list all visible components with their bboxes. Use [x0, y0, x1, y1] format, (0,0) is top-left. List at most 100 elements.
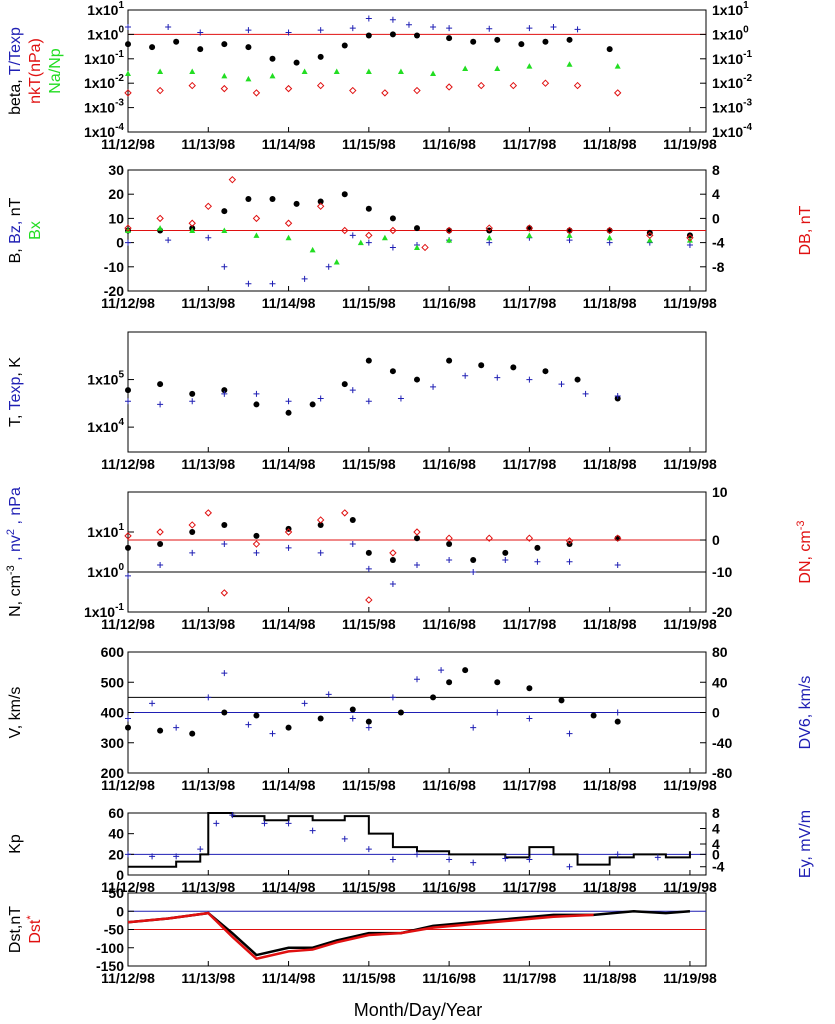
- y-tick-label: 1x104: [87, 417, 124, 435]
- data-point: [221, 541, 228, 548]
- series-blue: [125, 15, 581, 36]
- data-point: [525, 534, 534, 542]
- data-point: [285, 409, 292, 416]
- data-point: [189, 730, 196, 737]
- y2-tick-label: 0: [712, 210, 720, 226]
- data-point: [197, 29, 204, 36]
- x-tick-label: 11/16/98: [422, 879, 476, 895]
- data-point: [357, 239, 364, 246]
- data-point: [125, 544, 131, 551]
- x-tick-label: 11/12/98: [101, 616, 155, 632]
- data-point: [341, 381, 348, 388]
- y-axis-label: V, km/s: [7, 687, 24, 739]
- data-point: [414, 32, 420, 39]
- y2-tick-label: 80: [712, 644, 728, 660]
- data-point: [245, 27, 252, 34]
- data-point: [526, 685, 533, 692]
- data-point: [365, 565, 372, 572]
- data-point: [446, 357, 453, 364]
- y2-tick-label: -40: [712, 735, 732, 751]
- x-axis-label: Month/Day/Year: [354, 1000, 482, 1020]
- data-point: [614, 535, 621, 542]
- data-point: [686, 237, 693, 243]
- data-point: [317, 198, 324, 205]
- data-point: [470, 556, 477, 563]
- data-point: [446, 237, 453, 243]
- data-point: [157, 225, 164, 231]
- data-point: [518, 41, 525, 48]
- data-point: [446, 25, 453, 32]
- x-tick-label: 11/19/98: [663, 295, 717, 311]
- y2-tick-label: 1x10-2: [712, 73, 752, 91]
- x-tick-label: 11/18/98: [583, 879, 637, 895]
- data-point: [365, 205, 372, 212]
- data-point: [253, 401, 260, 408]
- data-point: [349, 516, 356, 523]
- data-point: [341, 835, 348, 842]
- panel-t: 1x105 1x104 11/12/98 11/13/98 11/14/98 11/15/…: [7, 331, 717, 472]
- y-tick-label: 1x100: [87, 562, 124, 580]
- y-tick-label: 60: [108, 805, 124, 821]
- data-point: [221, 709, 228, 716]
- y2-tick-label: 40: [712, 674, 728, 690]
- data-point: [582, 390, 589, 397]
- y-axis-label: N, cm-3 , nv2 , nPa: [5, 487, 24, 617]
- data-point: [173, 38, 180, 45]
- y2-tick-label: 1x10-1: [712, 49, 752, 67]
- series-green: [125, 225, 693, 265]
- data-point: [333, 68, 340, 75]
- y-tick-label: 1x105: [87, 370, 124, 388]
- data-point: [446, 679, 453, 686]
- data-point: [188, 81, 196, 90]
- data-point: [542, 38, 549, 45]
- data-point: [365, 846, 372, 853]
- y2-axis-label: DV6, km/s: [797, 676, 814, 750]
- data-point: [125, 715, 131, 722]
- x-tick-label: 11/14/98: [262, 295, 316, 311]
- data-point: [365, 68, 372, 75]
- data-point: [316, 202, 325, 211]
- data-point: [686, 234, 694, 242]
- data-point: [333, 258, 340, 265]
- data-point: [156, 528, 164, 536]
- data-point: [349, 706, 356, 713]
- y2-tick-label: -80: [712, 765, 732, 781]
- data-point: [365, 398, 372, 405]
- data-point: [445, 534, 453, 542]
- data-point: [574, 376, 581, 383]
- data-point: [389, 16, 396, 23]
- y-tick-label: 200: [101, 765, 125, 781]
- data-point: [389, 226, 397, 235]
- x-tick-label: 11/13/98: [181, 879, 235, 895]
- data-point: [389, 31, 396, 38]
- data-point: [252, 89, 261, 97]
- data-point: [397, 709, 404, 716]
- data-point: [397, 395, 404, 402]
- x-tick-label: 11/17/98: [503, 879, 557, 895]
- data-point: [189, 68, 196, 75]
- x-tick-label: 11/13/98: [181, 777, 235, 793]
- data-point: [478, 362, 485, 369]
- y-tick-label: 20: [108, 186, 124, 202]
- data-point: [204, 509, 212, 517]
- x-tick-label: 11/13/98: [181, 295, 235, 311]
- data-point: [526, 376, 533, 383]
- x-tick-label: 11/19/98: [663, 879, 717, 895]
- data-point: [445, 83, 453, 91]
- y2-tick-label: 0: [712, 532, 720, 548]
- data-point: [430, 24, 437, 31]
- y-axis-label: T, Texp, K: [7, 357, 24, 427]
- y-tick-label: 0: [116, 903, 124, 919]
- data-point: [221, 208, 228, 215]
- data-point: [317, 715, 324, 722]
- y-tick-label: 400: [101, 705, 125, 721]
- data-point: [245, 44, 252, 51]
- data-point: [613, 89, 622, 97]
- data-point: [189, 390, 196, 397]
- data-point: [252, 214, 261, 223]
- data-point: [430, 70, 437, 76]
- data-point: [430, 694, 437, 701]
- data-point: [542, 368, 549, 375]
- data-point: [125, 398, 131, 405]
